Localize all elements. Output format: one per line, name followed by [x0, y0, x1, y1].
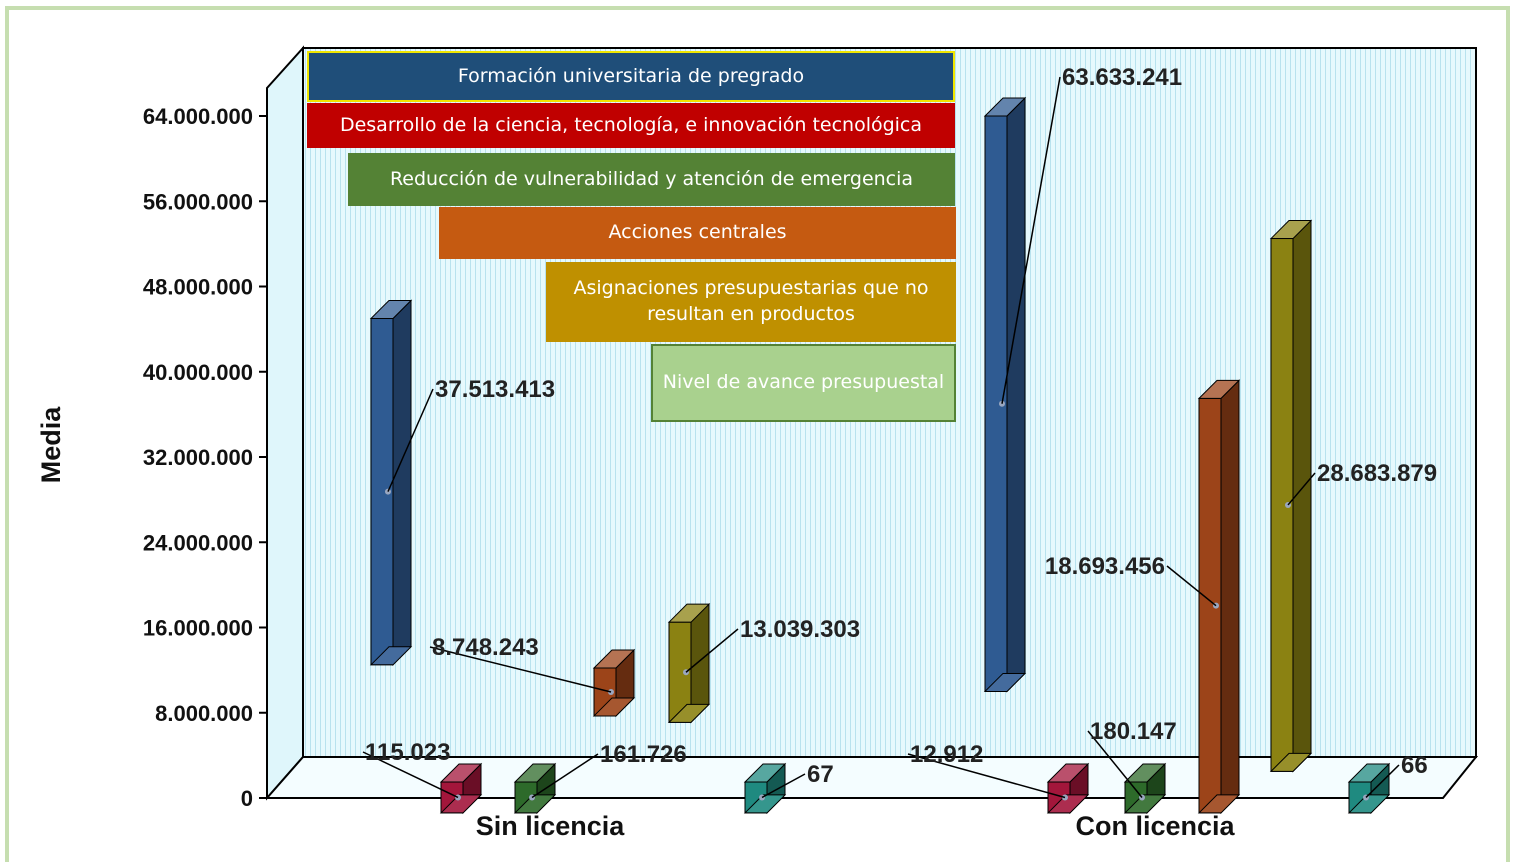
legend-item: Formación universitaria de pregrado	[307, 51, 955, 102]
legend-item: Nivel de avance presupuestal	[651, 344, 956, 422]
left-wall	[266, 45, 304, 801]
bar-top	[1269, 220, 1313, 240]
bar-top	[513, 763, 557, 783]
value-label: 8.748.243	[432, 634, 539, 661]
legend-item: Acciones centrales	[439, 207, 956, 259]
value-label: 13.039.303	[740, 616, 860, 643]
bar	[1269, 219, 1313, 773]
bar	[1123, 762, 1167, 815]
y-tick-label: 32.000.000	[143, 445, 253, 470]
value-leader-line	[1087, 730, 1143, 798]
bar-bottom	[513, 794, 557, 814]
bar-side	[1220, 379, 1240, 815]
legend-item: Asignaciones presupuestarias que no resu…	[546, 262, 956, 342]
bar	[1197, 379, 1241, 815]
value-leader-line	[387, 388, 434, 492]
bar	[983, 96, 1027, 693]
x-tick-label: Con licencia	[1075, 811, 1235, 841]
value-leader-line	[1001, 76, 1061, 404]
axes: 0 8.000.000 16.000.000 24.000.000 32.000.000…	[36, 104, 1236, 841]
bar-top	[369, 299, 413, 319]
bar-bottom	[439, 794, 483, 814]
y-tick-label: 24.000.000	[143, 530, 253, 555]
bar	[667, 602, 711, 724]
bar-top	[592, 649, 636, 669]
y-tick-label: 0	[241, 786, 253, 811]
bar	[369, 299, 413, 667]
bar-bottom	[1123, 794, 1167, 814]
bar-bottom	[592, 697, 636, 717]
legend-item: Reducción de vulnerabilidad y atención d…	[348, 153, 955, 206]
bar-bottom	[983, 672, 1027, 692]
y-tick-label: 64.000.000	[143, 104, 253, 129]
value-leader-line	[1287, 472, 1316, 506]
bar-bottom	[667, 703, 711, 723]
y-tick-label: 8.000.000	[155, 701, 253, 726]
value-leader-line	[429, 646, 612, 693]
bar-bottom	[1197, 794, 1241, 814]
legend-item: Desarrollo de la ciencia, tecnología, e …	[307, 103, 955, 148]
value-leader-line	[685, 628, 739, 673]
bar-top	[983, 97, 1027, 117]
bar	[1347, 762, 1391, 815]
value-label: 180.147	[1090, 718, 1177, 745]
value-leader-line	[1166, 565, 1217, 607]
value-leader-line	[907, 753, 1066, 799]
x-tick-label: Sin licencia	[476, 811, 626, 841]
bar-side	[392, 299, 412, 667]
value-label: 28.683.879	[1317, 460, 1437, 487]
value-label: 12.912	[910, 741, 983, 768]
bar-side	[1006, 96, 1026, 693]
bar-top	[743, 763, 787, 783]
bar-bottom	[1269, 752, 1313, 772]
bar-top	[1123, 763, 1167, 783]
value-label: 115.023	[365, 739, 450, 766]
value-label: 67	[807, 761, 834, 788]
value-label: 66	[1401, 752, 1428, 779]
bar-bottom	[743, 794, 787, 814]
bar-bottom	[1046, 794, 1090, 814]
value-labels: 37.513.413 63.633.241 115.023 12.912 161.726…	[362, 64, 1437, 799]
value-label: 18.693.456	[1045, 553, 1165, 580]
value-leader-line	[1365, 764, 1400, 799]
bar-top	[439, 763, 483, 783]
y-axis-title: Media	[36, 406, 66, 484]
bar-top	[1347, 763, 1391, 783]
y-tick-label: 40.000.000	[143, 360, 253, 385]
bar-bottom	[1347, 794, 1391, 814]
bar-top	[1197, 379, 1241, 399]
bar-bottom	[369, 646, 413, 666]
bar	[439, 762, 483, 815]
y-tick-label: 16.000.000	[143, 616, 253, 641]
value-label: 37.513.413	[435, 376, 555, 403]
value-label: 63.633.241	[1062, 64, 1182, 91]
value-label: 161.726	[600, 741, 687, 768]
y-tick-label: 56.000.000	[143, 189, 253, 214]
value-leader-line	[362, 751, 459, 799]
y-tick-label: 48.000.000	[143, 275, 253, 300]
bar-top	[1046, 763, 1090, 783]
bar	[1046, 762, 1090, 815]
value-leader-line	[531, 753, 599, 799]
bars	[369, 96, 1391, 815]
value-leader-line	[761, 773, 806, 799]
bar-top	[667, 603, 711, 623]
